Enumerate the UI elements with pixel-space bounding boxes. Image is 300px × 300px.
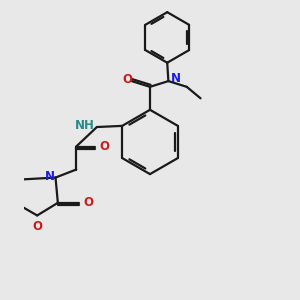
Text: NH: NH <box>75 119 94 132</box>
Text: O: O <box>83 196 93 209</box>
Text: O: O <box>32 220 42 233</box>
Text: O: O <box>99 140 109 153</box>
Text: O: O <box>122 74 132 86</box>
Text: N: N <box>171 72 181 85</box>
Text: N: N <box>44 170 54 183</box>
